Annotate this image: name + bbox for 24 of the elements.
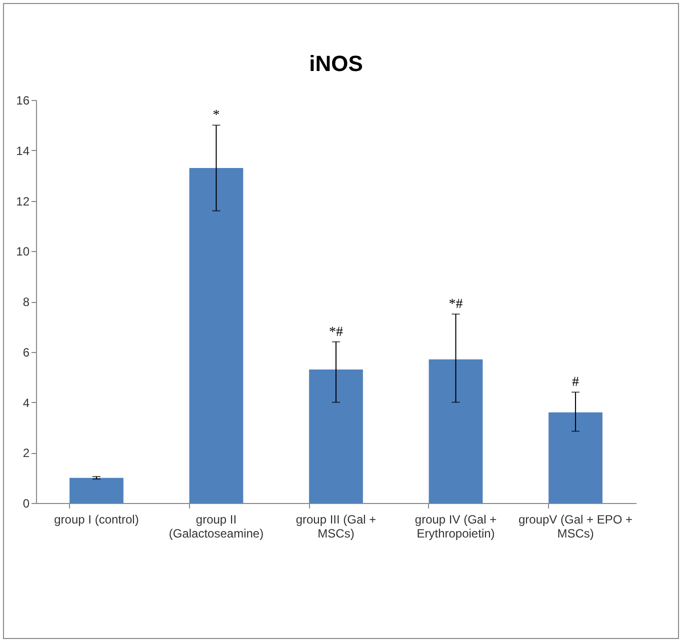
y-tick-label: 4: [22, 396, 30, 410]
y-tick-label: 14: [16, 144, 30, 158]
bar: [428, 359, 483, 503]
y-tick-label: 6: [22, 345, 30, 360]
bar: [309, 370, 363, 503]
y-tick-label: 12: [16, 194, 30, 208]
bar: [70, 478, 124, 503]
x-tick-label: group II (Galactoseamine): [168, 512, 264, 540]
x-tick-label: group I (control): [54, 512, 139, 526]
y-tick-label: 0: [22, 496, 30, 510]
y-tick-label: 10: [16, 244, 30, 259]
x-tick-label: group IV (Gal + Erythropoietin): [414, 512, 497, 540]
y-tick-label: 16: [16, 94, 30, 108]
annotation: #: [572, 375, 580, 390]
annotation: *#: [329, 324, 343, 340]
annotation: *: [212, 108, 220, 124]
chart-title: iNOS: [309, 51, 363, 76]
x-tick-label: group III (Gal + MSCs): [296, 512, 376, 540]
bar: [189, 168, 244, 503]
bar: [548, 412, 602, 503]
x-tick-label: groupV (Gal + EPO + MSCs): [518, 512, 633, 540]
annotation: *#: [448, 297, 463, 312]
y-tick-label: 8: [22, 295, 30, 309]
y-tick-label: 2: [22, 446, 30, 460]
